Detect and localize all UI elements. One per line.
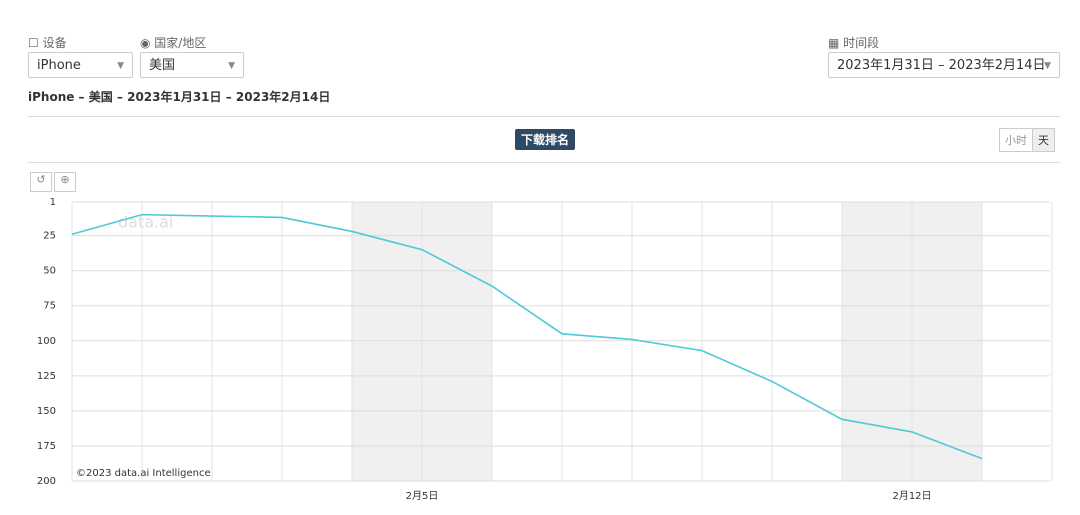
- undo-button[interactable]: ↺: [30, 172, 52, 192]
- rank-line: [71, 213, 983, 460]
- divider: [28, 116, 1060, 117]
- y-tick-label: 150: [37, 406, 56, 417]
- y-tick-label: 25: [43, 231, 56, 242]
- y-tick-label: 50: [43, 266, 56, 277]
- y-tick-label: 1: [50, 197, 56, 208]
- y-tick-label: 75: [43, 301, 56, 312]
- x-tick-label: 2月5日: [406, 490, 439, 502]
- divider: [28, 162, 1060, 163]
- zoom-button[interactable]: ⊕: [54, 172, 76, 192]
- tab-button[interactable]: 下载排名: [515, 129, 576, 150]
- credit: ©2023 data.ai Intelligence: [76, 468, 211, 479]
- y-tick-label: 175: [37, 441, 56, 452]
- summary: iPhone – 美国 – 2023年1月31日 – 2023年2月14日: [28, 90, 331, 104]
- device-value: iPhone: [37, 58, 81, 73]
- day-button[interactable]: 天: [1033, 128, 1055, 152]
- country-label-text: 国家/地区: [154, 36, 207, 50]
- period-select[interactable]: 2023年1月31日 – 2023年2月14日 ▼: [828, 52, 1060, 78]
- device-label: ☐ 设备: [28, 36, 67, 50]
- country-value: 美国: [149, 58, 176, 73]
- device-label-text: 设备: [42, 36, 67, 50]
- period-label-text: 时间段: [843, 36, 880, 50]
- hour-button[interactable]: 小时: [999, 128, 1033, 152]
- country-label: ◉ 国家/地区: [140, 36, 207, 50]
- device-select[interactable]: iPhone ▼: [28, 52, 133, 78]
- y-tick-label: 100: [37, 336, 56, 347]
- x-tick-label: 2月12日: [892, 490, 931, 502]
- period-value: 2023年1月31日 – 2023年2月14日: [837, 58, 1046, 73]
- y-tick-label: 200: [37, 476, 56, 487]
- period-label: ▦ 时间段: [828, 36, 880, 50]
- country-select[interactable]: 美国 ▼: [140, 52, 244, 78]
- y-tick-label: 125: [37, 371, 56, 382]
- granularity: 小时 天: [999, 128, 1055, 152]
